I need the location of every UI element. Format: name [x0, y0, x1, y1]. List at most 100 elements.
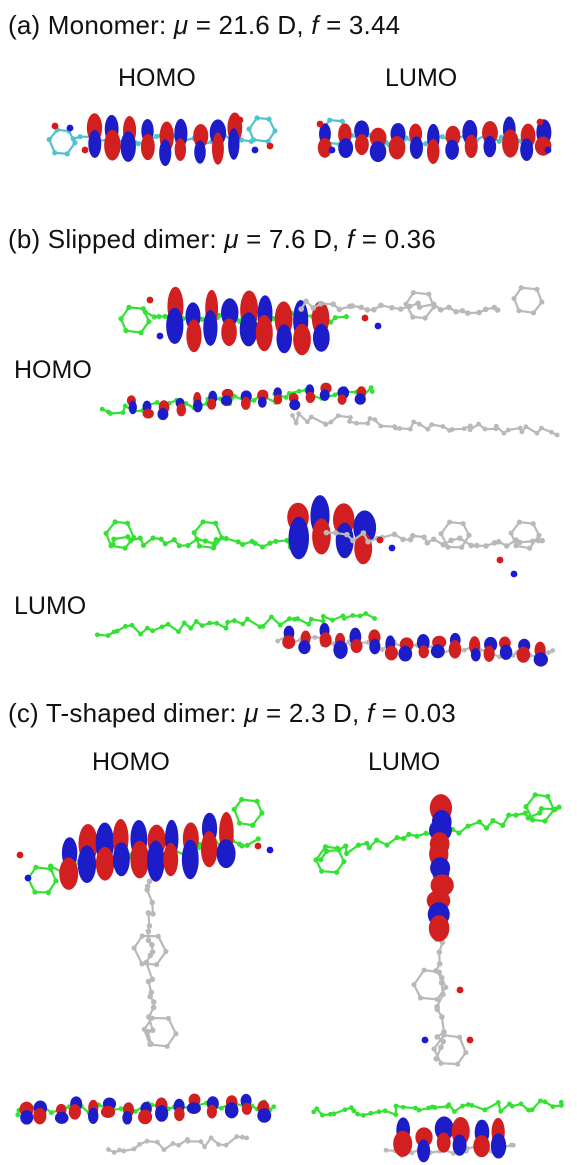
bond	[155, 950, 167, 966]
atom	[126, 304, 132, 310]
atom	[64, 151, 70, 157]
orbital-lobe-positive	[174, 138, 187, 161]
t-shaped-dimer-homo-orbital	[16, 796, 274, 1049]
atom	[213, 537, 219, 543]
atom	[550, 648, 556, 653]
atom	[173, 1031, 179, 1037]
orbital-lobe-negative	[239, 312, 258, 347]
atom	[32, 889, 38, 895]
atom	[518, 285, 524, 291]
orbital-lobe-negative	[520, 138, 534, 161]
orbital-lobe-positive	[393, 1130, 413, 1157]
orbital-lobe-negative	[88, 1107, 99, 1125]
orbital-lobe-negative	[216, 839, 236, 869]
oxygen-atom	[361, 314, 369, 322]
orbital-lobe-positive	[174, 1107, 185, 1122]
atom	[139, 933, 145, 939]
orbital-lobe-negative	[147, 840, 165, 882]
bond	[157, 935, 167, 953]
atom	[255, 836, 261, 842]
orbital-lobe-negative	[430, 644, 445, 659]
atom	[200, 519, 206, 525]
atom	[446, 519, 453, 525]
orbital-lobe-negative	[257, 396, 267, 408]
panel-b-homo-label: HOMO	[14, 356, 92, 384]
orbital-lobe-positive	[319, 632, 332, 648]
orbital-lobe-negative	[77, 845, 97, 884]
atom	[530, 310, 537, 316]
bond	[420, 996, 438, 1001]
orbital-lobe-positive	[384, 645, 398, 661]
bond	[433, 1048, 442, 1064]
oxygen-atom	[456, 986, 464, 994]
orbital-lobe-positive	[138, 1109, 153, 1125]
atom	[369, 389, 375, 394]
orbital-lobe-positive	[100, 1105, 116, 1119]
orbital-lobe-positive	[273, 394, 283, 405]
oxygen-atom	[81, 146, 89, 154]
atom	[466, 532, 472, 538]
orbital-lobe-negative	[166, 307, 184, 345]
atom	[53, 878, 59, 884]
nitrogen-atom	[510, 570, 518, 578]
atom	[103, 530, 109, 536]
atom	[239, 796, 245, 803]
atom	[426, 291, 432, 297]
atom	[122, 545, 128, 551]
bond	[521, 286, 538, 291]
atom	[339, 118, 345, 124]
atom	[163, 948, 169, 955]
bond	[246, 618, 261, 628]
oxygen-atom	[254, 842, 262, 850]
atom	[250, 137, 257, 143]
nitrogen-atom	[544, 146, 552, 154]
orbital-lobe-positive	[221, 318, 237, 347]
atom	[511, 295, 517, 302]
atom	[319, 868, 325, 874]
nitrogen-atom	[66, 124, 74, 132]
orbital-lobe-negative	[203, 310, 218, 346]
bond	[143, 1028, 151, 1045]
orbital-lobe-positive	[448, 640, 462, 659]
atom	[155, 933, 161, 939]
orbital-lobe-negative	[319, 389, 330, 401]
atom	[236, 820, 243, 826]
bond	[443, 1034, 460, 1039]
atom	[149, 1015, 155, 1021]
atom	[422, 315, 428, 321]
bond	[433, 1034, 445, 1050]
atom	[438, 1060, 444, 1066]
orbital-lobe-negative	[289, 399, 301, 411]
orbital-lobe-positive	[68, 1104, 81, 1120]
atom	[334, 869, 340, 875]
slipped-dimer-homo-top-view	[118, 285, 545, 356]
orbital-lobe-negative	[338, 138, 354, 159]
atom	[141, 1026, 147, 1032]
orbital-lobe-negative	[120, 131, 136, 162]
atom	[532, 792, 538, 798]
oxygen-atom	[266, 142, 274, 150]
orbital-lobe-negative	[155, 1105, 169, 1122]
orbital-lobe-negative	[54, 1111, 69, 1124]
atom	[513, 543, 519, 549]
orbital-lobe-negative	[194, 140, 206, 164]
orbital-lobe-negative	[312, 323, 330, 352]
orbital-lobe-positive	[473, 1135, 490, 1158]
atom	[554, 432, 560, 438]
orbital-lobe-positive	[240, 396, 251, 410]
nitrogen-atom	[388, 544, 396, 552]
atom	[52, 150, 58, 156]
oxygen-atom	[236, 116, 244, 124]
t-shaped-dimer-lumo-orbital	[313, 792, 562, 1067]
atom	[322, 844, 329, 850]
atom	[118, 316, 124, 322]
atom	[421, 967, 427, 973]
orbital-lobe-negative	[409, 136, 424, 159]
atom	[259, 810, 265, 816]
atom	[138, 330, 144, 336]
orbital-lobe-positive	[483, 645, 495, 662]
orbital-lobe-positive	[211, 132, 224, 165]
atom	[266, 116, 272, 122]
atom	[516, 308, 522, 314]
orbital-lobe-positive	[142, 408, 154, 419]
